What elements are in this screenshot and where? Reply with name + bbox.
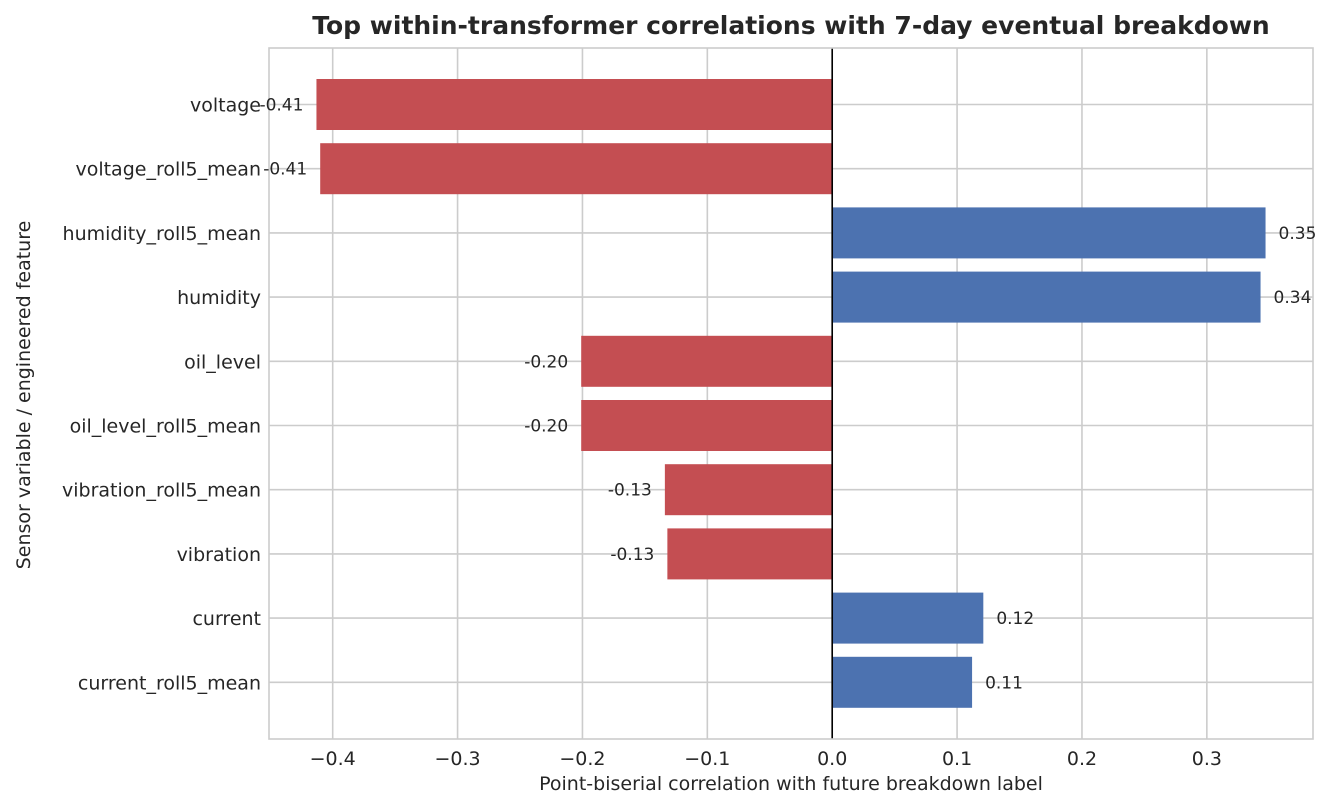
x-tick-labels: −0.4 −0.3 −0.2 −0.1 0.0 0.1 0.2 0.3 [310, 748, 1222, 770]
bar [581, 400, 833, 451]
data-labels: -0.41 -0.41 0.35 0.34 -0.20 -0.20 -0.13 -0.13 0.… [259, 96, 1316, 694]
bar [832, 592, 984, 644]
bar [832, 656, 973, 708]
x-tick-label: −0.2 [559, 748, 605, 770]
y-tick-labels: voltage voltage_roll5_mean humidity_roll5_… [62, 95, 261, 695]
y-tick-label: humidity [177, 287, 261, 309]
chart-title: Top within-transformer correlations with… [312, 11, 1269, 40]
y-tick-label: oil_level [184, 351, 261, 373]
bar [667, 528, 833, 580]
y-tick-label: oil_level_roll5_mean [70, 416, 261, 438]
data-label: -0.41 [259, 96, 303, 116]
data-label: -0.20 [524, 417, 568, 437]
data-label: 0.11 [985, 673, 1023, 693]
bar [320, 143, 833, 195]
x-tick-label: −0.4 [310, 748, 356, 770]
data-label: 0.35 [1279, 224, 1317, 244]
bar [316, 79, 833, 130]
x-tick-label: −0.1 [684, 748, 730, 770]
y-tick-label: vibration_roll5_mean [62, 480, 261, 502]
data-label: 0.34 [1274, 288, 1312, 308]
x-tick-label: 0.2 [1067, 748, 1097, 770]
x-tick-label: 0.1 [942, 748, 972, 770]
plot-frame [268, 47, 1314, 740]
bars-layer [316, 79, 1266, 708]
data-label: -0.20 [524, 352, 568, 372]
bar [832, 271, 1261, 323]
x-tick-label: 0.0 [817, 748, 847, 770]
bar [832, 207, 1266, 259]
data-label: -0.13 [610, 545, 654, 565]
y-tick-label: humidity_roll5_mean [63, 223, 261, 245]
y-tick-label: current [192, 608, 261, 630]
bar [581, 335, 833, 387]
y-axis-title: Sensor variable / engineered feature [13, 221, 35, 570]
y-tick-label: voltage [190, 95, 261, 117]
y-tick-label: vibration [177, 544, 261, 566]
x-tick-label: −0.3 [434, 748, 480, 770]
bar [664, 464, 833, 516]
data-label: -0.13 [608, 481, 652, 501]
x-axis-title: Point-biserial correlation with future b… [539, 773, 1043, 795]
data-label: -0.41 [263, 160, 307, 180]
x-tick-label: 0.3 [1192, 748, 1222, 770]
data-label: 0.12 [996, 609, 1034, 629]
y-tick-label: current_roll5_mean [78, 672, 261, 694]
y-tick-label: voltage_roll5_mean [75, 159, 261, 181]
